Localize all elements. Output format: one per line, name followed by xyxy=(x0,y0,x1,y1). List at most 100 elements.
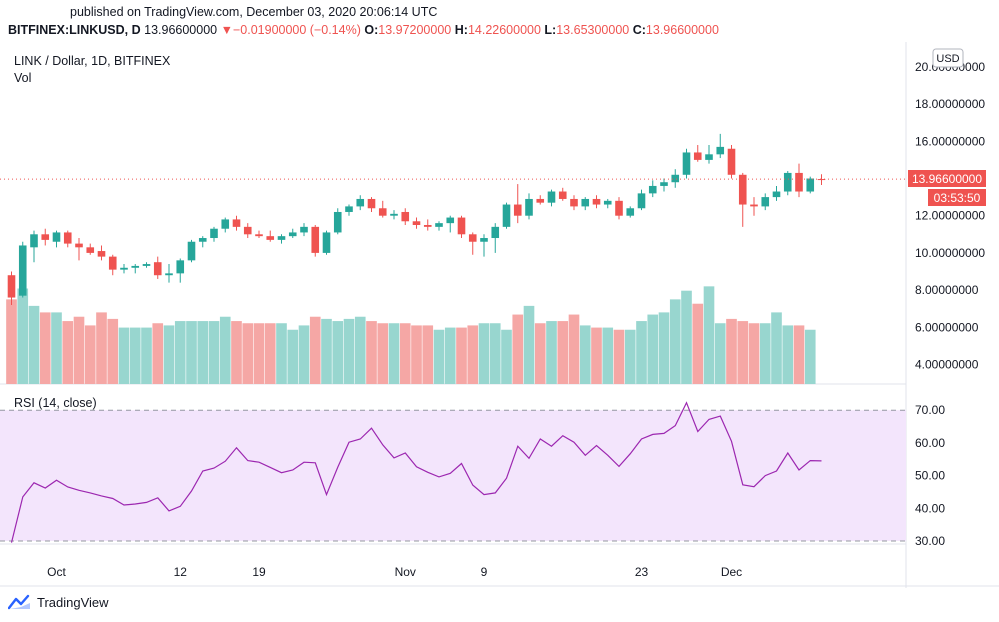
volume-bar xyxy=(96,312,107,384)
volume-bar xyxy=(546,321,557,384)
candle xyxy=(131,264,140,274)
volume-bar xyxy=(62,321,74,384)
rsi-band xyxy=(0,409,906,542)
candle xyxy=(333,208,342,235)
time-tick-label: Dec xyxy=(721,565,742,579)
candle xyxy=(322,230,331,255)
volume-bar xyxy=(377,323,389,384)
volume-bar xyxy=(422,325,434,384)
candle xyxy=(547,189,556,207)
candle-body xyxy=(817,179,826,181)
candle xyxy=(412,217,421,229)
open-value: 13.97200000 xyxy=(378,23,452,37)
volume-bar xyxy=(84,325,96,384)
time-tick-label: 12 xyxy=(174,565,188,579)
candle xyxy=(356,195,365,211)
volume-bar xyxy=(624,329,636,384)
candle xyxy=(277,234,286,244)
volume-bar xyxy=(276,323,287,384)
countdown-badge-text: 03:53:50 xyxy=(934,191,981,205)
candle-body xyxy=(671,174,680,183)
price-axis[interactable]: 4.00000000 6.00000000 8.00000000 10.0000000… xyxy=(915,60,985,372)
volume-bar xyxy=(568,314,580,384)
volume-bar xyxy=(613,329,625,384)
candle-body xyxy=(705,154,713,160)
rsi-axis[interactable]: 30.00 40.00 50.00 60.00 70.00 xyxy=(915,403,945,548)
candle-body xyxy=(750,204,758,207)
candle xyxy=(648,180,657,198)
volume-bar xyxy=(388,323,400,384)
candle xyxy=(367,197,376,212)
volume-bar xyxy=(534,323,546,384)
candle-body xyxy=(693,152,702,160)
time-axis[interactable]: Oct 12 19 Nov 9 23 Dec xyxy=(47,565,742,579)
close-value: 13.96600000 xyxy=(645,23,719,37)
volume-bar xyxy=(73,316,85,384)
candle xyxy=(18,241,27,298)
volume-bar xyxy=(433,329,445,384)
volume-bar xyxy=(647,314,659,384)
rsi-tick-label: 30.00 xyxy=(915,534,945,548)
volume-bar xyxy=(793,325,805,384)
symbol-label[interactable]: BITFINEX:LINKUSD, D xyxy=(8,23,141,37)
volume-bar xyxy=(51,312,62,384)
rsi-tick-label: 60.00 xyxy=(915,436,945,450)
candle-body xyxy=(131,265,140,268)
footer-brand[interactable]: TradingView xyxy=(8,594,109,610)
candle-body xyxy=(738,174,747,205)
volume-bar xyxy=(714,323,726,384)
candle-body xyxy=(108,256,117,270)
volume-bar xyxy=(141,327,152,384)
volume-bar xyxy=(6,299,17,384)
down-arrow-icon: ▼ xyxy=(220,23,233,37)
candle-body xyxy=(660,182,668,186)
candle-body xyxy=(266,236,275,240)
time-tick-label: Nov xyxy=(395,565,416,579)
candle-body xyxy=(221,219,230,229)
candle xyxy=(446,215,455,233)
candle-body xyxy=(502,204,511,227)
rsi-line xyxy=(10,401,822,543)
candle xyxy=(502,202,511,229)
candle-body xyxy=(187,241,196,261)
candle xyxy=(243,223,252,239)
candle-body xyxy=(491,226,500,239)
volume-bar xyxy=(467,325,479,384)
volume-bar xyxy=(208,321,220,384)
rsi-title: RSI (14, close) xyxy=(14,396,97,410)
volume-bar xyxy=(152,323,164,384)
candle xyxy=(592,195,601,209)
footer-brand-text: TradingView xyxy=(37,594,109,610)
volume-bar xyxy=(298,325,310,384)
low-value: 13.65300000 xyxy=(556,23,630,37)
candle xyxy=(468,232,477,255)
candle xyxy=(108,254,117,276)
volume-bar xyxy=(602,327,614,384)
time-tick-label: Oct xyxy=(47,565,66,579)
candle-body xyxy=(727,148,736,175)
time-tick-label: 19 xyxy=(252,565,266,579)
tradingview-logo-icon xyxy=(8,594,30,610)
candle-body xyxy=(423,225,432,227)
chart-canvas[interactable]: 4.00000000 6.00000000 8.00000000 10.0000000… xyxy=(0,42,999,588)
open-label: O: xyxy=(364,23,379,37)
volume-bars xyxy=(6,286,816,384)
candle-body xyxy=(626,208,635,216)
candle xyxy=(525,193,533,220)
rsi-tick-label: 40.00 xyxy=(915,501,945,515)
candle xyxy=(750,197,758,216)
volume-bar xyxy=(579,325,591,384)
volume-bar xyxy=(557,321,569,384)
candle-body xyxy=(378,208,387,216)
volume-bar xyxy=(28,305,40,384)
candle-body xyxy=(41,234,50,240)
volume-bar xyxy=(163,325,175,384)
candle-body xyxy=(772,191,781,198)
volume-bar xyxy=(309,316,321,384)
candle xyxy=(671,169,680,188)
high-label: H: xyxy=(454,23,468,37)
candle xyxy=(480,234,488,257)
currency-button[interactable]: USD xyxy=(932,48,964,68)
candle xyxy=(558,187,567,201)
volume-bar xyxy=(197,321,209,384)
